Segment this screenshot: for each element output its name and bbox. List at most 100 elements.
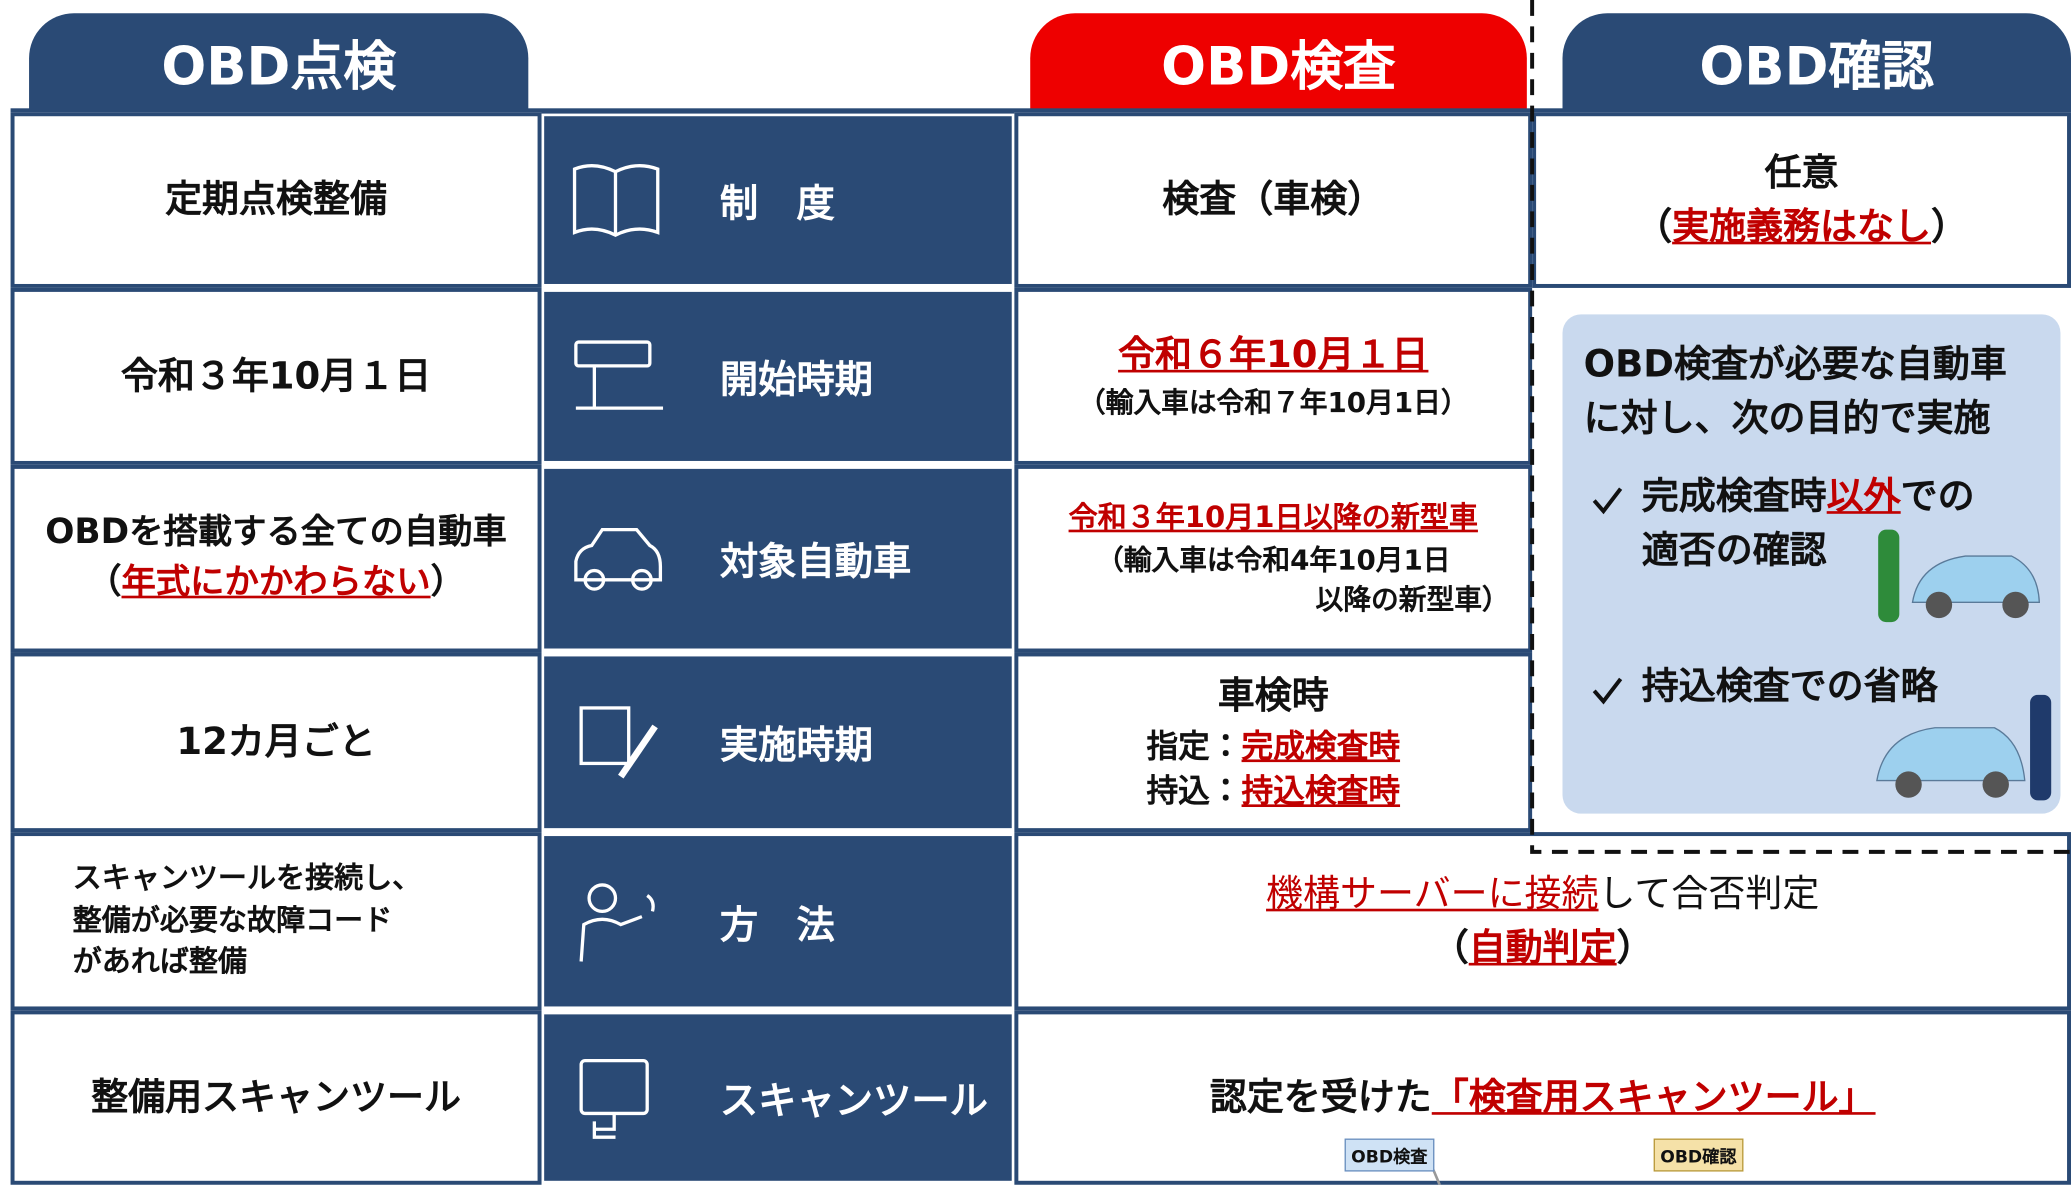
illustration xyxy=(1878,529,2041,623)
text-line: （輸入車は令和７年10月1日） xyxy=(1078,383,1469,423)
label-cell: 制 度 xyxy=(544,116,1012,284)
illustration xyxy=(1876,694,2052,801)
text-segment: 適否の確認 xyxy=(1641,527,1827,572)
text-segment: （輸入車は令和７年10月1日） xyxy=(1077,387,1469,419)
text-segment: 車検時 xyxy=(1217,673,1329,718)
text-line: 持込：持込検査時 xyxy=(1146,769,1400,815)
tenken-cell: 12カ月ごと xyxy=(10,652,542,833)
text-line: （実施義務はなし） xyxy=(1635,200,1968,254)
header-tab: OBD検査 xyxy=(1030,13,1527,111)
text-line: 以降の新型車） xyxy=(1316,580,1510,620)
tenken-cell: 整備用スキャンツール xyxy=(10,1010,542,1185)
text-segment: 令和３年10月１日 xyxy=(120,353,432,398)
text-segment: 持込検査での省略 xyxy=(1641,664,1938,708)
text-line: 完成検査時以外での xyxy=(1642,470,1975,524)
text-segment: スキャンツールを接続し、 xyxy=(72,862,422,896)
kensa-cell: 検査（車検） xyxy=(1014,112,1533,288)
row-icon xyxy=(574,527,663,591)
row-icon xyxy=(572,163,660,237)
text-segment: OBD検査が必要な自動車 xyxy=(1583,342,2007,386)
text-line: 令和３年10月１日 xyxy=(121,350,431,404)
text-line: （輸入車は令和4年10月1日 xyxy=(1096,540,1451,580)
emphasis-text: 機構サーバーに接続 xyxy=(1266,871,1599,916)
text-segment: 以降の新型車） xyxy=(1315,583,1510,616)
text-segment: OBDを搭載する全ての自動車 xyxy=(45,512,507,553)
label-cell: 方 法 xyxy=(544,836,1012,1007)
tenken-cell: 定期点検整備 xyxy=(10,112,542,288)
text-segment: があれば整備 xyxy=(72,946,248,980)
header-rule xyxy=(10,108,2071,114)
row-label: スキャンツール xyxy=(719,1077,988,1123)
label-cell: 開始時期 xyxy=(544,291,1012,461)
row-icon xyxy=(579,1058,649,1139)
text-line: 令和６年10月１日 xyxy=(1118,330,1428,384)
text-line: 整備用スキャンツール xyxy=(91,1071,461,1125)
text-segment: 認定を受けた xyxy=(1209,1074,1432,1119)
kensa-cell: 車検時 指定：完成検査時 持込：持込検査時 xyxy=(1014,652,1533,833)
text-segment: 任意 xyxy=(1764,150,1839,195)
label-cell: 対象自動車 xyxy=(544,468,1012,649)
kensa-cell: 令和３年10月1日以降の新型車 （輸入車は令和4年10月1日 以降の新型車） xyxy=(1014,464,1533,653)
emphasis-text: 年式にかかわらない xyxy=(121,562,431,603)
text-line: OBDを搭載する全ての自動車 xyxy=(45,509,507,559)
kensa-kakunin-cell: 認定を受けた「検査用スキャンツール」 xyxy=(1014,1010,2071,1185)
row-label: 実施時期 xyxy=(719,722,874,768)
row-label: 方 法 xyxy=(719,901,835,947)
text-segment: での xyxy=(1900,474,1975,518)
emphasis-text: 実施義務はなし xyxy=(1672,204,1932,248)
text-line: （自動判定） xyxy=(1432,921,1654,975)
text-segment: 整備が必要な故障コード xyxy=(72,904,393,938)
text-segment: 完成検査時 xyxy=(1641,474,1827,518)
emphasis-text: 「検査用スキャンツール」 xyxy=(1431,1074,1876,1119)
row-icon xyxy=(579,882,655,961)
header-tab: OBD点検 xyxy=(29,13,529,111)
kakunin-item: 完成検査時以外での 適否の確認 xyxy=(1642,470,1975,577)
kakunin-intro: OBD検査が必要な自動車 に対し、次の目的で実施 xyxy=(1584,338,2007,445)
label-cell: スキャンツール xyxy=(544,1014,1012,1181)
text-segment: に対し、次の目的で実施 xyxy=(1583,395,1991,440)
text-line: 整備が必要な故障コード xyxy=(73,900,393,942)
text-segment: 指定： xyxy=(1146,727,1242,765)
text-segment: ） xyxy=(430,562,465,603)
text-line: に対し、次の目的で実施 xyxy=(1584,392,2007,446)
label-cell: 実施時期 xyxy=(544,656,1012,829)
text-segment: 整備用スキャンツール xyxy=(91,1074,461,1119)
text-line: があれば整備 xyxy=(73,942,247,984)
check-icon xyxy=(1592,677,1623,705)
text-line: 12カ月ごと xyxy=(176,715,375,769)
kakunin-item: 持込検査での省略 xyxy=(1642,660,1938,714)
header-text: OBD点検 xyxy=(161,36,397,98)
text-line: 機構サーバーに接続して合否判定 xyxy=(1266,868,1819,922)
text-line: 認定を受けた「検査用スキャンツール」 xyxy=(1210,1071,1876,1125)
text-line: スキャンツールを接続し、 xyxy=(73,858,422,900)
emphasis-text: 以外 xyxy=(1826,474,1901,518)
text-segment: ） xyxy=(1616,925,1654,969)
emphasis-text: 完成検査時 xyxy=(1241,727,1401,765)
emphasis-text: 持込検査時 xyxy=(1241,773,1401,811)
text-line: 指定：完成検査時 xyxy=(1146,723,1400,769)
text-segment: 検査（車検） xyxy=(1162,177,1385,221)
text-line: OBD検査が必要な自動車 xyxy=(1584,338,2007,392)
text-line: 定期点検整備 xyxy=(165,173,387,227)
tenken-cell: 令和３年10月１日 xyxy=(10,287,542,465)
row-label: 開始時期 xyxy=(719,356,874,402)
text-segment: （ xyxy=(1635,204,1673,248)
tenken-cell: スキャンツールを接続し、 整備が必要な故障コード があれば整備 xyxy=(10,832,542,1011)
kensa-cell: 令和６年10月１日 （輸入車は令和７年10月1日） xyxy=(1014,287,1533,465)
row-label: 対象自動車 xyxy=(719,538,912,584)
text-segment: （ xyxy=(87,562,122,603)
text-line: 持込検査での省略 xyxy=(1642,660,1938,714)
emphasis-text: 自動判定 xyxy=(1468,925,1617,969)
bottom-tag: OBD確認 xyxy=(1653,1138,1744,1172)
text-segment: 定期点検整備 xyxy=(165,177,387,221)
header-tab: OBD確認 xyxy=(1562,13,2071,111)
emphasis-text: 令和６年10月１日 xyxy=(1118,333,1429,378)
bottom-tag: OBD検査 xyxy=(1344,1138,1435,1172)
text-line: 検査（車検） xyxy=(1162,173,1384,227)
text-line: 適否の確認 xyxy=(1642,524,1975,578)
kakunin-box: OBD検査が必要な自動車 に対し、次の目的で実施 完成検査時以外での 適否の確認 持… xyxy=(1562,314,2061,814)
